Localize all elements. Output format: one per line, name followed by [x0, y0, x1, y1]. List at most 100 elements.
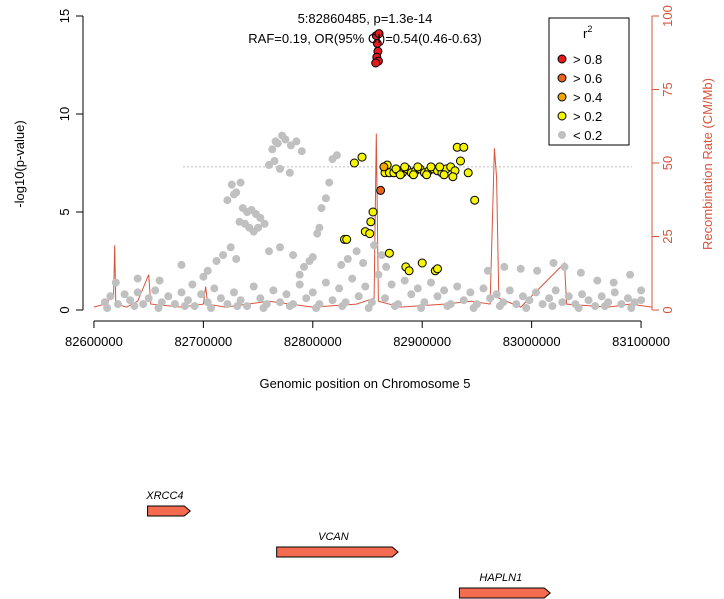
- legend-marker: [557, 92, 567, 102]
- data-point: [203, 266, 212, 275]
- y-tick-label: 0: [57, 306, 72, 313]
- data-point: [289, 251, 298, 260]
- data-point: [130, 302, 139, 311]
- data-point: [364, 304, 373, 312]
- data-point: [367, 298, 376, 307]
- axes-layer: 0 5 10 15 82600000 82700000 82800000 82900000 83…: [57, 5, 675, 349]
- data-point: [335, 284, 344, 293]
- data-point: [538, 300, 547, 309]
- legend-marker: [558, 131, 566, 139]
- gene-track: XRCC4 VCAN HAPLN1: [145, 490, 552, 599]
- data-point: [223, 196, 232, 205]
- x-tick-label: 82900000: [393, 334, 451, 349]
- data-point: [548, 302, 557, 311]
- data-point: [576, 268, 585, 277]
- legend: r2 > 0.8 > 0.6 > 0.4 > 0.2 < 0.2: [548, 17, 630, 146]
- data-point: [357, 152, 367, 162]
- data-point: [164, 292, 173, 301]
- data-point: [212, 257, 221, 265]
- data-point: [177, 288, 186, 297]
- data-point: [342, 234, 352, 244]
- data-point: [114, 300, 122, 309]
- data-point: [232, 255, 241, 263]
- data-point: [463, 168, 473, 178]
- data-point: [361, 282, 370, 291]
- data-point: [379, 162, 389, 172]
- data-point: [637, 286, 646, 295]
- data-point: [409, 170, 418, 180]
- y-axis-label: -log10(p-value): [12, 120, 27, 207]
- data-point: [578, 290, 586, 299]
- data-point: [564, 292, 573, 301]
- data-point: [440, 286, 449, 295]
- legend-title-sup: 2: [587, 24, 592, 34]
- data-point: [512, 300, 521, 309]
- data-point: [626, 270, 635, 279]
- gene-arrow: [276, 546, 399, 558]
- data-point: [230, 190, 238, 199]
- data-point: [188, 280, 197, 289]
- legend-label: > 0.2: [573, 109, 602, 124]
- data-point: [317, 204, 326, 213]
- data-point: [591, 302, 600, 311]
- data-point: [368, 207, 378, 217]
- data-point: [466, 288, 475, 297]
- data-point: [413, 162, 423, 172]
- data-point: [259, 304, 268, 312]
- data-point: [295, 280, 304, 289]
- data-point: [236, 296, 245, 305]
- data-point: [400, 276, 409, 285]
- data-point: [325, 178, 334, 187]
- data-point: [349, 158, 359, 168]
- data-point: [321, 278, 330, 287]
- data-point: [354, 292, 363, 301]
- data-point: [278, 131, 287, 140]
- data-point: [365, 229, 375, 239]
- data-point: [256, 294, 265, 303]
- data-point: [233, 302, 242, 311]
- data-point: [469, 304, 478, 312]
- x-tick-label: 83100000: [612, 334, 670, 349]
- gene-label: XRCC4: [145, 490, 183, 502]
- data-point: [190, 302, 199, 311]
- data-point: [370, 241, 379, 250]
- legend-title-r: r: [583, 26, 588, 41]
- data-point: [180, 302, 189, 311]
- data-point: [359, 259, 368, 267]
- data-point: [413, 284, 422, 293]
- data-point: [366, 217, 376, 227]
- data-point: [459, 142, 469, 152]
- data-point: [558, 298, 567, 307]
- x-tick-label: 83000000: [503, 334, 561, 349]
- gene-label: VCAN: [318, 531, 349, 543]
- data-point: [285, 302, 294, 311]
- gene-label: HAPLN1: [479, 572, 522, 584]
- data-point: [207, 304, 215, 312]
- data-point: [297, 147, 306, 156]
- data-point: [155, 276, 164, 285]
- data-point: [453, 282, 462, 291]
- data-point: [593, 276, 602, 285]
- data-point: [312, 304, 321, 312]
- data-point: [103, 304, 112, 312]
- data-point: [177, 260, 186, 269]
- data-point: [227, 180, 236, 189]
- data-point: [139, 300, 148, 309]
- data-point: [265, 247, 273, 256]
- data-point: [422, 170, 432, 180]
- legend-marker: [557, 54, 567, 64]
- data-point: [443, 302, 452, 311]
- data-point: [256, 213, 265, 222]
- data-point: [210, 284, 219, 293]
- data-point: [560, 262, 569, 271]
- data-point: [522, 304, 531, 312]
- data-point: [456, 156, 465, 166]
- data-point: [400, 162, 410, 172]
- x-tick-label: 82700000: [174, 334, 232, 349]
- data-point: [533, 266, 542, 275]
- data-point: [321, 194, 330, 203]
- data-point: [374, 29, 384, 39]
- data-point: [483, 266, 492, 275]
- data-point: [417, 304, 426, 312]
